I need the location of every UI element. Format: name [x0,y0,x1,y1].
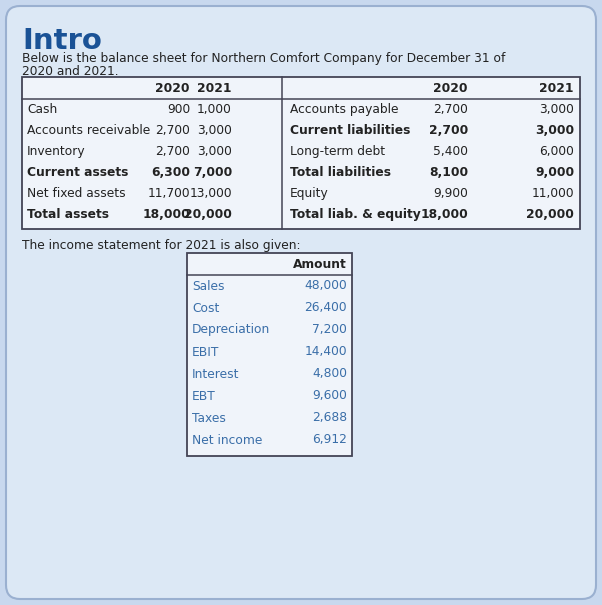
Text: Sales: Sales [192,280,225,292]
Text: 7,000: 7,000 [193,166,232,179]
Text: Below is the balance sheet for Northern Comfort Company for December 31 of: Below is the balance sheet for Northern … [22,52,505,65]
Text: 2,700: 2,700 [155,124,190,137]
Text: 2020 and 2021.: 2020 and 2021. [22,65,119,78]
Text: Amount: Amount [293,258,347,270]
Text: 48,000: 48,000 [304,280,347,292]
Text: 2,700: 2,700 [429,124,468,137]
FancyBboxPatch shape [6,6,596,599]
Text: 3,000: 3,000 [197,145,232,158]
Text: 2020: 2020 [433,82,468,94]
Text: Equity: Equity [290,187,329,200]
FancyBboxPatch shape [22,77,580,229]
Text: 900: 900 [167,103,190,116]
Text: EBIT: EBIT [192,345,219,359]
Text: Total liabilities: Total liabilities [290,166,391,179]
Text: Current liabilities: Current liabilities [290,124,411,137]
Text: 6,912: 6,912 [312,434,347,446]
Text: 6,000: 6,000 [539,145,574,158]
Text: Total assets: Total assets [27,208,109,221]
Text: 9,900: 9,900 [433,187,468,200]
Text: Accounts payable: Accounts payable [290,103,399,116]
Text: Net fixed assets: Net fixed assets [27,187,126,200]
Text: 18,000: 18,000 [142,208,190,221]
Text: Net income: Net income [192,434,262,446]
Text: 6,300: 6,300 [151,166,190,179]
Text: Taxes: Taxes [192,411,226,425]
Text: 9,000: 9,000 [535,166,574,179]
Text: 3,000: 3,000 [197,124,232,137]
Text: Accounts receivable: Accounts receivable [27,124,150,137]
Text: 18,000: 18,000 [420,208,468,221]
Text: Inventory: Inventory [27,145,85,158]
Text: 2,688: 2,688 [312,411,347,425]
Text: Depreciation: Depreciation [192,324,270,336]
Text: 14,400: 14,400 [305,345,347,359]
Text: 11,700: 11,700 [147,187,190,200]
Text: 8,100: 8,100 [429,166,468,179]
Text: 2021: 2021 [539,82,574,94]
Text: 26,400: 26,400 [305,301,347,315]
Text: 20,000: 20,000 [184,208,232,221]
Text: 2,700: 2,700 [155,145,190,158]
Text: 5,400: 5,400 [433,145,468,158]
Text: 11,000: 11,000 [532,187,574,200]
Text: Interest: Interest [192,367,240,381]
Text: 1,000: 1,000 [197,103,232,116]
Text: 2,700: 2,700 [433,103,468,116]
Text: Intro: Intro [22,27,102,55]
Text: 3,000: 3,000 [535,124,574,137]
Text: 7,200: 7,200 [312,324,347,336]
Text: 4,800: 4,800 [312,367,347,381]
Text: Cash: Cash [27,103,57,116]
Text: Cost: Cost [192,301,219,315]
FancyBboxPatch shape [187,253,352,456]
Text: The income statement for 2021 is also given:: The income statement for 2021 is also gi… [22,239,300,252]
Text: 13,000: 13,000 [190,187,232,200]
Text: 20,000: 20,000 [526,208,574,221]
Text: 2020: 2020 [155,82,190,94]
Text: 9,600: 9,600 [312,390,347,402]
Text: EBT: EBT [192,390,216,402]
Text: 3,000: 3,000 [539,103,574,116]
Text: Long-term debt: Long-term debt [290,145,385,158]
Text: 2021: 2021 [197,82,232,94]
Text: Current assets: Current assets [27,166,128,179]
Text: Total liab. & equity: Total liab. & equity [290,208,421,221]
